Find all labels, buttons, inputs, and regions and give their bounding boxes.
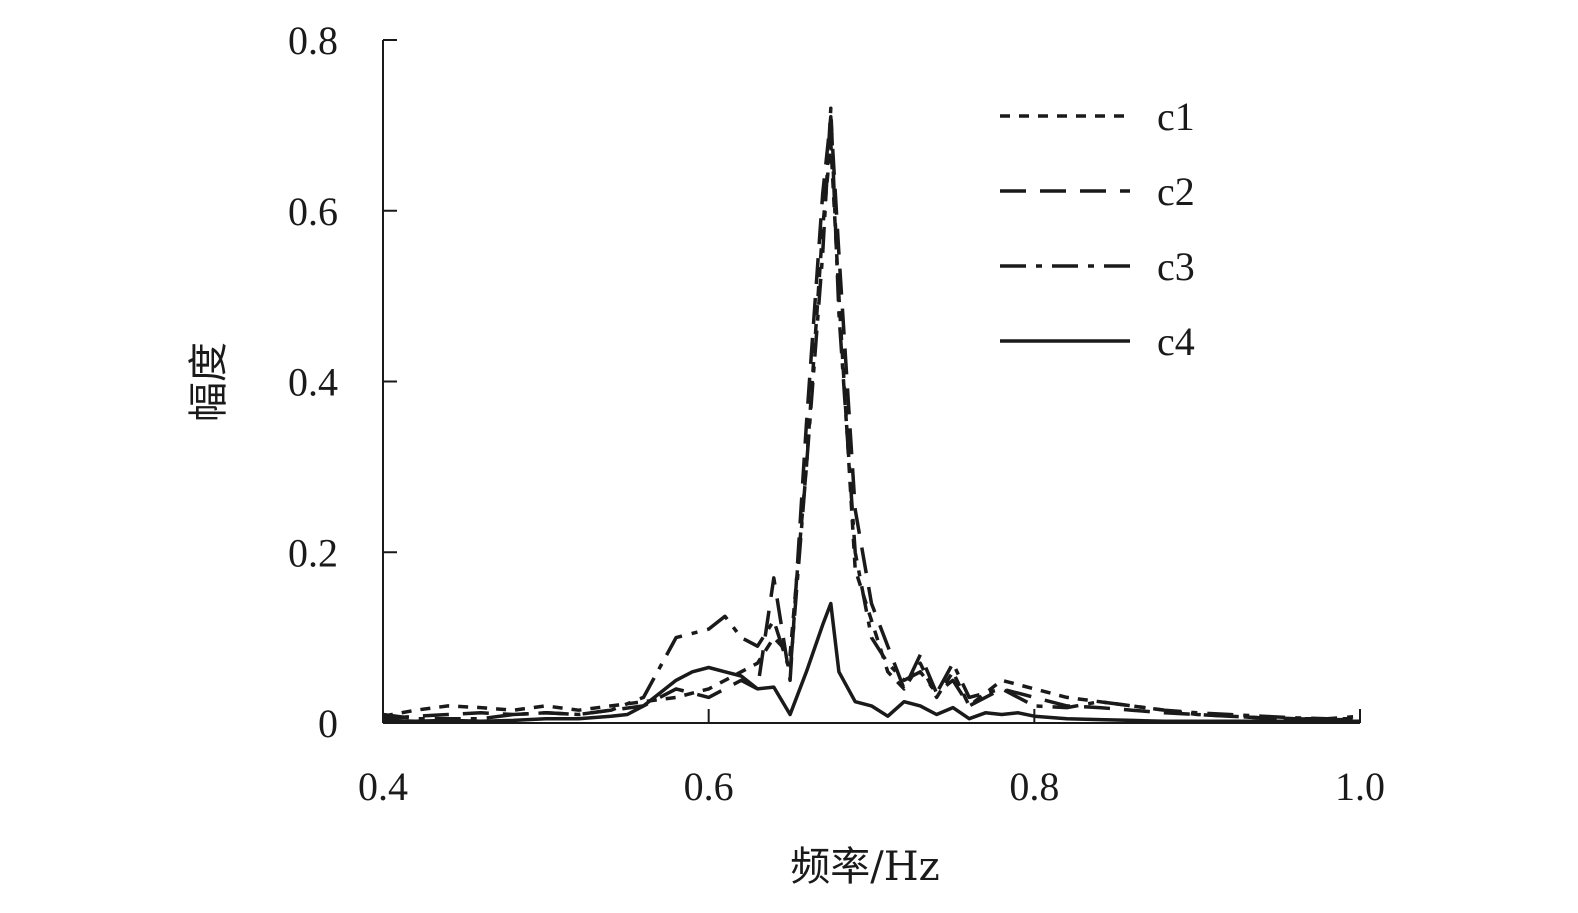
y-axis-title: 幅度: [186, 342, 232, 422]
x-axis-title: 频率/Hz: [790, 844, 939, 890]
y-tick-label: 0.4: [288, 360, 338, 405]
series-line-c3: [382, 106, 1361, 721]
x-tick-label: 1.0: [1335, 764, 1385, 809]
legend-label-c1: c1: [1157, 94, 1195, 139]
series-line-c2: [382, 115, 1360, 722]
y-tick-label: 0: [318, 701, 338, 746]
x-tick-label: 0.6: [684, 764, 734, 809]
x-ticks: 0.4 0.6 0.8 1.0: [358, 709, 1385, 809]
legend-label-c2: c2: [1157, 169, 1195, 214]
x-tick-label: 0.8: [1009, 764, 1059, 809]
y-ticks: 0 0.2 0.4 0.6 0.8: [288, 18, 397, 746]
series-line-c1: [382, 140, 1360, 721]
legend-label-c4: c4: [1157, 319, 1195, 364]
x-tick-label: 0.4: [358, 764, 408, 809]
legend: c1 c2 c3 c4: [1000, 94, 1195, 364]
series-lines: [382, 106, 1361, 724]
series-line-c4: [382, 601, 1360, 724]
legend-label-c3: c3: [1157, 244, 1195, 289]
y-tick-label: 0.6: [288, 189, 338, 234]
y-tick-label: 0.2: [288, 530, 338, 575]
y-tick-label: 0.8: [288, 18, 338, 63]
